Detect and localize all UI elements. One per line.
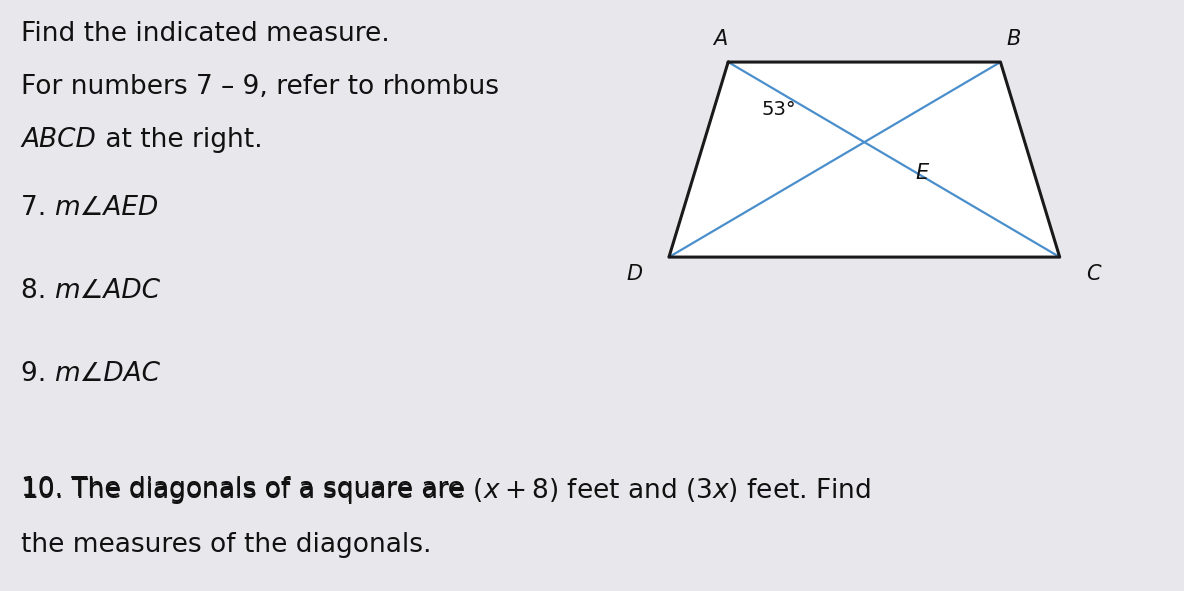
Text: m∠AED: m∠AED (54, 195, 159, 221)
Text: A: A (713, 29, 727, 49)
Text: ABCD: ABCD (21, 127, 96, 153)
Text: For numbers 7 – 9, refer to rhombus: For numbers 7 – 9, refer to rhombus (21, 74, 500, 100)
Text: C: C (1086, 264, 1100, 284)
Text: the measures of the diagonals.: the measures of the diagonals. (21, 532, 432, 558)
Text: at the right.: at the right. (97, 127, 263, 153)
Polygon shape (669, 62, 1060, 257)
Text: m∠ADC: m∠ADC (54, 278, 161, 304)
Text: B: B (1006, 29, 1021, 49)
Text: E: E (915, 163, 928, 183)
Text: 9.: 9. (21, 361, 54, 387)
Text: D: D (626, 264, 643, 284)
Text: 10. The diagonals of a square are $(x + 8)$ feet and $(3x)$ feet. Find: 10. The diagonals of a square are $(x + … (21, 476, 871, 506)
Text: 10. The diagonals of a square are: 10. The diagonals of a square are (21, 476, 472, 502)
Text: m∠DAC: m∠DAC (54, 361, 161, 387)
Text: Find the indicated measure.: Find the indicated measure. (21, 21, 390, 47)
Text: 53°: 53° (761, 100, 796, 119)
Text: 8.: 8. (21, 278, 54, 304)
Text: 7.: 7. (21, 195, 54, 221)
